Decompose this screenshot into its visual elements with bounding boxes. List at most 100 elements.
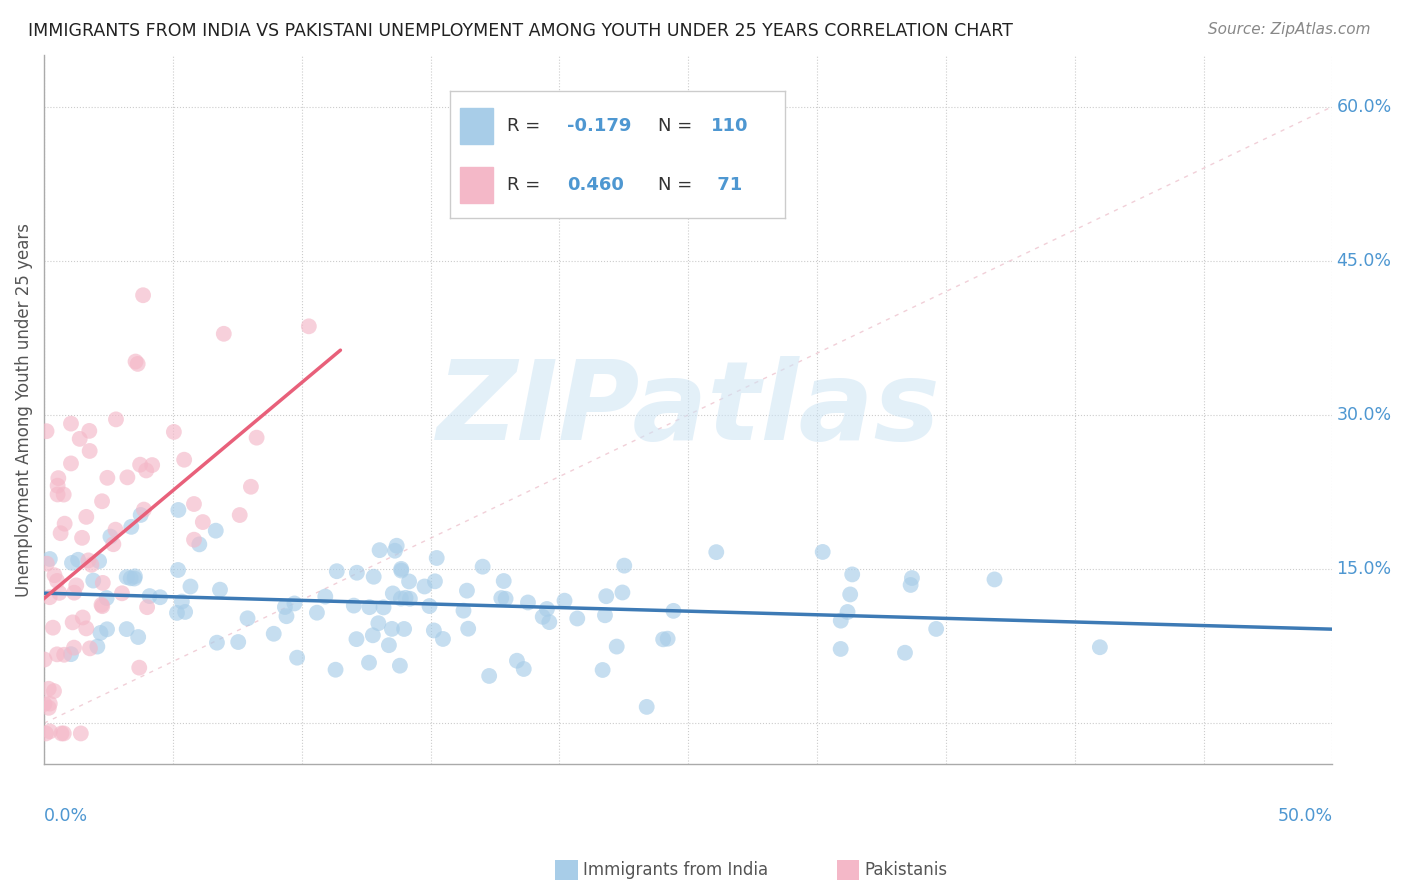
Point	[830, 642, 852, 657]
Point	[65, 578, 87, 592]
Point	[326, 564, 349, 578]
Point	[91, 575, 114, 590]
Point	[173, 452, 195, 467]
Text: 60.0%: 60.0%	[1336, 97, 1392, 116]
Point	[124, 569, 146, 583]
Text: 45.0%: 45.0%	[1336, 252, 1392, 269]
Point	[167, 503, 190, 517]
Point	[612, 585, 634, 599]
Point	[398, 574, 420, 589]
Point	[86, 640, 108, 654]
Point	[392, 622, 415, 636]
Point	[34, 697, 56, 711]
Point	[378, 638, 401, 652]
Point	[495, 591, 517, 606]
Point	[183, 497, 205, 511]
Point	[457, 622, 479, 636]
Point	[636, 699, 658, 714]
Point	[179, 580, 201, 594]
Text: 50.0%: 50.0%	[1278, 807, 1333, 825]
Point	[38, 724, 60, 739]
Point	[87, 554, 110, 568]
Point	[100, 530, 122, 544]
Point	[841, 567, 863, 582]
Point	[274, 600, 297, 615]
Point	[67, 553, 90, 567]
Text: IMMIGRANTS FROM INDIA VS PAKISTANI UNEMPLOYMENT AMONG YOUTH UNDER 25 YEARS CORRE: IMMIGRANTS FROM INDIA VS PAKISTANI UNEMP…	[28, 22, 1012, 40]
Point	[704, 545, 727, 559]
Point	[127, 357, 149, 371]
Point	[373, 600, 395, 615]
Point	[38, 591, 60, 605]
Point	[357, 656, 380, 670]
Point	[59, 457, 82, 471]
Point	[96, 591, 118, 605]
Point	[48, 586, 70, 600]
Point	[662, 604, 685, 618]
Point	[325, 663, 347, 677]
Point	[129, 508, 152, 522]
Point	[79, 444, 101, 458]
Point	[191, 515, 214, 529]
Point	[59, 417, 82, 431]
Point	[75, 509, 97, 524]
Point	[79, 641, 101, 656]
Point	[46, 478, 69, 492]
Point	[63, 640, 86, 655]
Point	[49, 526, 72, 541]
Point	[567, 611, 589, 625]
Point	[298, 319, 321, 334]
Point	[104, 412, 127, 426]
Point	[183, 533, 205, 547]
Point	[811, 545, 834, 559]
Point	[138, 589, 160, 603]
Text: ZIPatlas: ZIPatlas	[436, 356, 941, 463]
Point	[283, 597, 305, 611]
Text: Pakistanis: Pakistanis	[865, 861, 948, 879]
Point	[343, 599, 366, 613]
Point	[456, 583, 478, 598]
Point	[657, 632, 679, 646]
Point	[1088, 640, 1111, 655]
Point	[53, 516, 76, 531]
Point	[894, 646, 917, 660]
Point	[170, 594, 193, 608]
Point	[89, 626, 111, 640]
Point	[46, 487, 69, 501]
Point	[471, 559, 494, 574]
Point	[77, 553, 100, 567]
Y-axis label: Unemployment Among Youth under 25 years: Unemployment Among Youth under 25 years	[15, 223, 32, 597]
Point	[35, 557, 58, 571]
Point	[34, 652, 56, 666]
Point	[174, 605, 197, 619]
Point	[120, 571, 142, 585]
Point	[63, 585, 86, 599]
Point	[52, 487, 75, 501]
Point	[432, 632, 454, 646]
Point	[239, 480, 262, 494]
Point	[42, 621, 65, 635]
Point	[236, 611, 259, 625]
Point	[72, 610, 94, 624]
Point	[593, 608, 616, 623]
Point	[837, 605, 859, 619]
Point	[136, 600, 159, 615]
Point	[38, 681, 60, 696]
Point	[536, 602, 558, 616]
Point	[104, 523, 127, 537]
Point	[166, 606, 188, 620]
Point	[346, 566, 368, 580]
Point	[46, 648, 69, 662]
Point	[839, 587, 862, 601]
Point	[115, 570, 138, 584]
Point	[367, 616, 389, 631]
Point	[478, 669, 501, 683]
Point	[80, 558, 103, 572]
Point	[115, 622, 138, 636]
Point	[79, 424, 101, 438]
Point	[204, 524, 226, 538]
Point	[124, 354, 146, 368]
Point	[91, 494, 114, 508]
Point	[44, 568, 66, 582]
Point	[132, 288, 155, 302]
